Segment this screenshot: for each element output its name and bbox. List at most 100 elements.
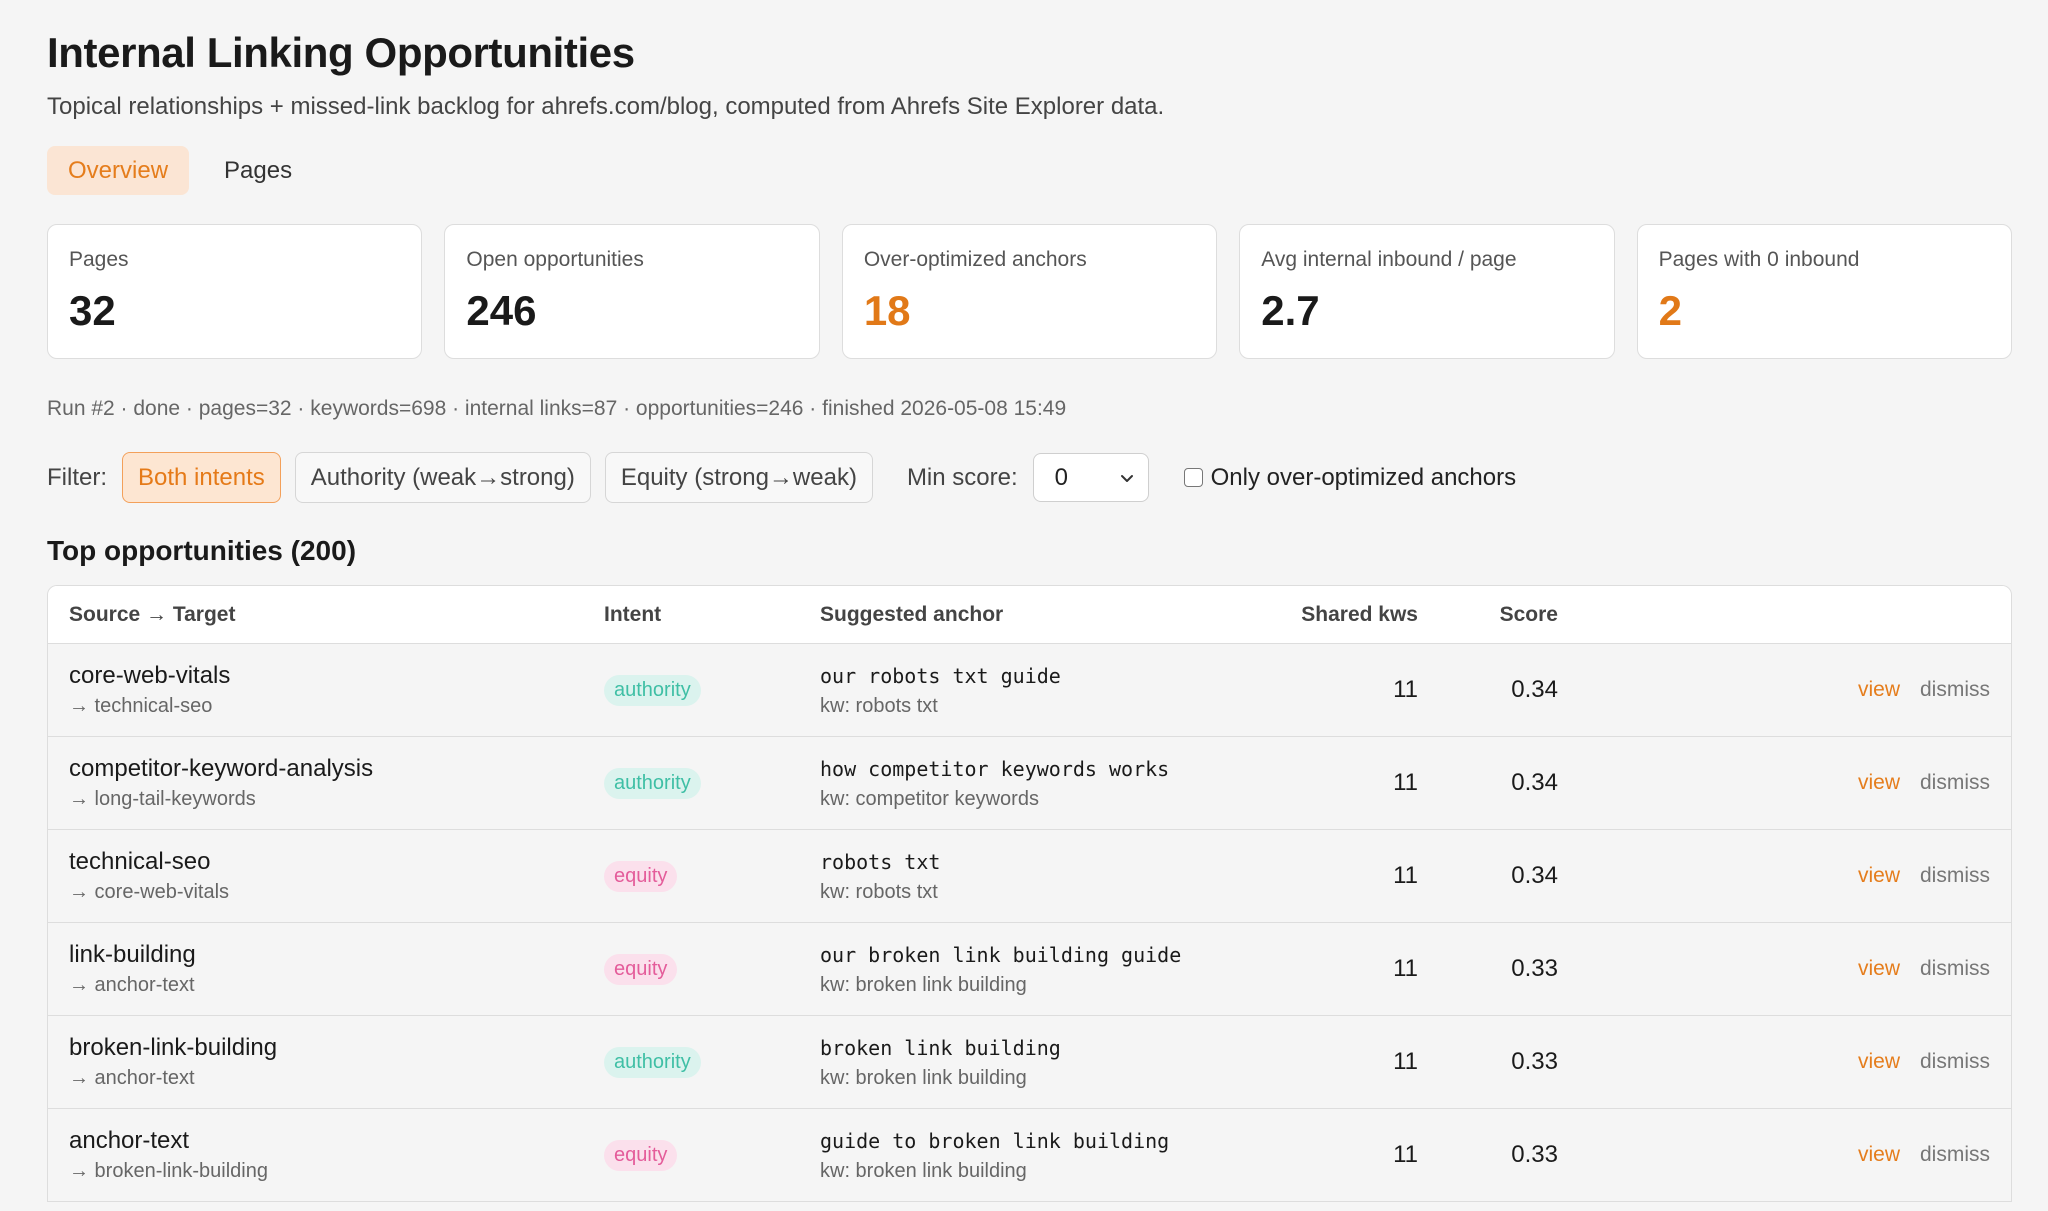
stat-label: Pages with 0 inbound	[1658, 248, 1860, 271]
view-link[interactable]: view	[1857, 957, 1900, 980]
table-row: technical-seo → core-web-vitals equity r…	[48, 830, 2011, 923]
shared-kws-value: 11	[1393, 955, 1418, 982]
column-header-source-target: Source → Target	[69, 602, 236, 626]
row-source: anchor-text	[69, 1127, 190, 1154]
filter-bar: Filter: Both intents Authority (weak→str…	[47, 452, 2013, 503]
score-value: 0.33	[1511, 1048, 1558, 1075]
intent-badge: authority	[604, 674, 701, 706]
table-row: core-web-vitals → technical-seo authorit…	[48, 644, 2011, 737]
table-row: competitor-keyword-analysis → long-tail-…	[48, 737, 2011, 830]
row-source: core-web-vitals	[69, 662, 231, 689]
tab-overview[interactable]: Overview	[47, 146, 190, 195]
view-link[interactable]: view	[1857, 1050, 1900, 1073]
shared-kws-value: 11	[1393, 769, 1418, 796]
filter-label: Filter:	[47, 463, 107, 491]
suggested-anchor: how competitor keywords works	[820, 756, 1170, 781]
dismiss-link[interactable]: dismiss	[1919, 678, 1990, 701]
dismiss-link[interactable]: dismiss	[1919, 1143, 1990, 1166]
table-row: anchor-text → broken-link-building equit…	[48, 1109, 2011, 1202]
over-optimized-checkbox[interactable]	[1183, 468, 1203, 487]
row-target: → core-web-vitals	[69, 881, 230, 903]
view-link[interactable]: view	[1857, 678, 1900, 701]
row-source: competitor-keyword-analysis	[69, 755, 374, 782]
intent-badge: equity	[604, 1139, 678, 1171]
row-target: → long-tail-keywords	[69, 788, 256, 810]
row-target: → anchor-text	[69, 1067, 195, 1089]
suggested-anchor: our robots txt guide	[820, 663, 1061, 688]
shared-kws-value: 11	[1393, 676, 1418, 703]
opportunities-heading: Top opportunities (200)	[47, 535, 357, 566]
stat-card-pages: Pages 32	[47, 224, 423, 359]
row-source: broken-link-building	[69, 1034, 278, 1061]
anchor-keyword: kw: robots txt	[820, 694, 938, 717]
stat-card-open-opportunities: Open opportunities 246	[444, 224, 820, 359]
dismiss-link[interactable]: dismiss	[1919, 957, 1990, 980]
stat-value: 32	[69, 287, 116, 334]
min-score-select[interactable]: 0	[1032, 453, 1149, 502]
anchor-keyword: kw: competitor keywords	[820, 787, 1039, 810]
dismiss-link[interactable]: dismiss	[1919, 864, 1990, 887]
dismiss-link[interactable]: dismiss	[1919, 1050, 1990, 1073]
suggested-anchor: our broken link building guide	[820, 942, 1182, 967]
intent-badge: equity	[604, 860, 678, 892]
score-value: 0.34	[1511, 769, 1558, 796]
stat-value: 18	[863, 287, 911, 334]
score-value: 0.33	[1511, 1141, 1558, 1168]
anchor-keyword: kw: broken link building	[820, 1066, 1027, 1089]
stat-value: 246	[466, 287, 537, 334]
chevron-down-icon	[1120, 474, 1133, 482]
page-subtitle: Topical relationships + missed-link back…	[47, 93, 1165, 120]
row-source: link-building	[69, 941, 196, 968]
stat-card-zero-inbound: Pages with 0 inbound 2	[1636, 224, 2013, 359]
filter-chip-both-intents[interactable]: Both intents	[122, 452, 281, 503]
view-link[interactable]: view	[1857, 1143, 1900, 1166]
intent-badge: authority	[604, 1046, 701, 1078]
table-header: Source → Target Intent Suggested anchor …	[48, 586, 2011, 644]
over-optimized-toggle[interactable]: Only over-optimized anchors	[1183, 463, 1517, 492]
column-header-intent: Intent	[604, 602, 662, 626]
over-optimized-label: Only over-optimized anchors	[1210, 463, 1517, 491]
view-link[interactable]: view	[1857, 864, 1900, 887]
tab-pages[interactable]: Pages	[224, 157, 293, 184]
anchor-keyword: kw: robots txt	[820, 880, 938, 903]
anchor-keyword: kw: broken link building	[820, 1159, 1027, 1182]
view-link[interactable]: view	[1857, 771, 1900, 794]
stat-card-over-optimized-anchors: Over-optimized anchors 18	[841, 224, 1218, 359]
opportunities-table: Source → Target Intent Suggested anchor …	[47, 585, 2012, 1202]
suggested-anchor: guide to broken link building	[820, 1128, 1170, 1153]
suggested-anchor: robots txt	[820, 849, 941, 874]
tab-bar: Overview Pages	[47, 146, 2013, 195]
stat-value: 2.7	[1261, 287, 1320, 334]
filter-chip-authority[interactable]: Authority (weak→strong)	[294, 452, 591, 503]
min-score-label: Min score:	[906, 463, 1018, 491]
dismiss-link[interactable]: dismiss	[1919, 771, 1990, 794]
column-header-shared-kws: Shared kws	[1301, 602, 1418, 626]
stat-label: Open opportunities	[466, 248, 644, 271]
score-value: 0.33	[1511, 955, 1558, 982]
filter-chip-equity[interactable]: Equity (strong→weak)	[604, 452, 873, 503]
row-source: technical-seo	[69, 848, 211, 875]
table-row: broken-link-building → anchor-text autho…	[48, 1016, 2011, 1109]
score-value: 0.34	[1511, 862, 1558, 889]
stat-value: 2	[1658, 287, 1682, 334]
row-target: → technical-seo	[69, 695, 213, 717]
shared-kws-value: 11	[1393, 1141, 1418, 1168]
score-value: 0.34	[1511, 676, 1558, 703]
anchor-keyword: kw: broken link building	[820, 973, 1027, 996]
intent-badge: equity	[604, 953, 678, 985]
table-row: link-building → anchor-text equity our b…	[48, 923, 2011, 1016]
stats-cards: Pages 32 Open opportunities 246 Over-opt…	[47, 224, 2013, 359]
stat-card-avg-inbound: Avg internal inbound / page 2.7	[1239, 224, 1615, 359]
shared-kws-value: 11	[1393, 1048, 1418, 1075]
suggested-anchor: broken link building	[820, 1035, 1061, 1060]
page-title: Internal Linking Opportunities	[47, 29, 635, 76]
intent-badge: authority	[604, 767, 701, 799]
column-header-suggested-anchor: Suggested anchor	[820, 602, 1004, 626]
column-header-score: Score	[1499, 602, 1558, 626]
min-score-value: 0	[1054, 463, 1068, 491]
run-status-line: Run #2 · done · pages=32 · keywords=698 …	[47, 397, 1067, 420]
stat-label: Over-optimized anchors	[863, 248, 1087, 271]
row-target: → anchor-text	[69, 974, 195, 996]
shared-kws-value: 11	[1393, 862, 1418, 889]
